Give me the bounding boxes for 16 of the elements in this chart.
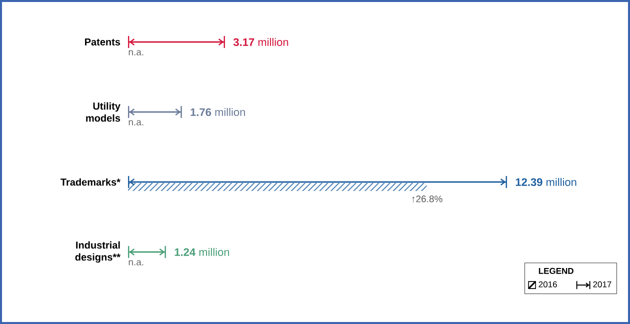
data-label: 1.24 million [174, 248, 230, 256]
text: 2016 [538, 281, 557, 288]
data-label: 1.76 million [190, 108, 245, 116]
data-label: 3.17 million [233, 38, 288, 46]
legend-title: LEGEND [538, 268, 574, 274]
y-tick-label: Trademarks* [60, 178, 120, 186]
annotation: ↑26.8% [412, 196, 442, 202]
y-tick-label: Patents [85, 38, 120, 46]
text: n.a. [128, 260, 144, 266]
text: n.a. [128, 50, 144, 56]
y-tick-label: Utility models [86, 102, 120, 122]
text: n.a. [128, 120, 144, 126]
text: 2017 [593, 281, 612, 288]
y-tick-label: Industrial designs** [75, 241, 120, 263]
data-label: 12.39 million [516, 178, 576, 186]
bar [128, 182, 427, 191]
